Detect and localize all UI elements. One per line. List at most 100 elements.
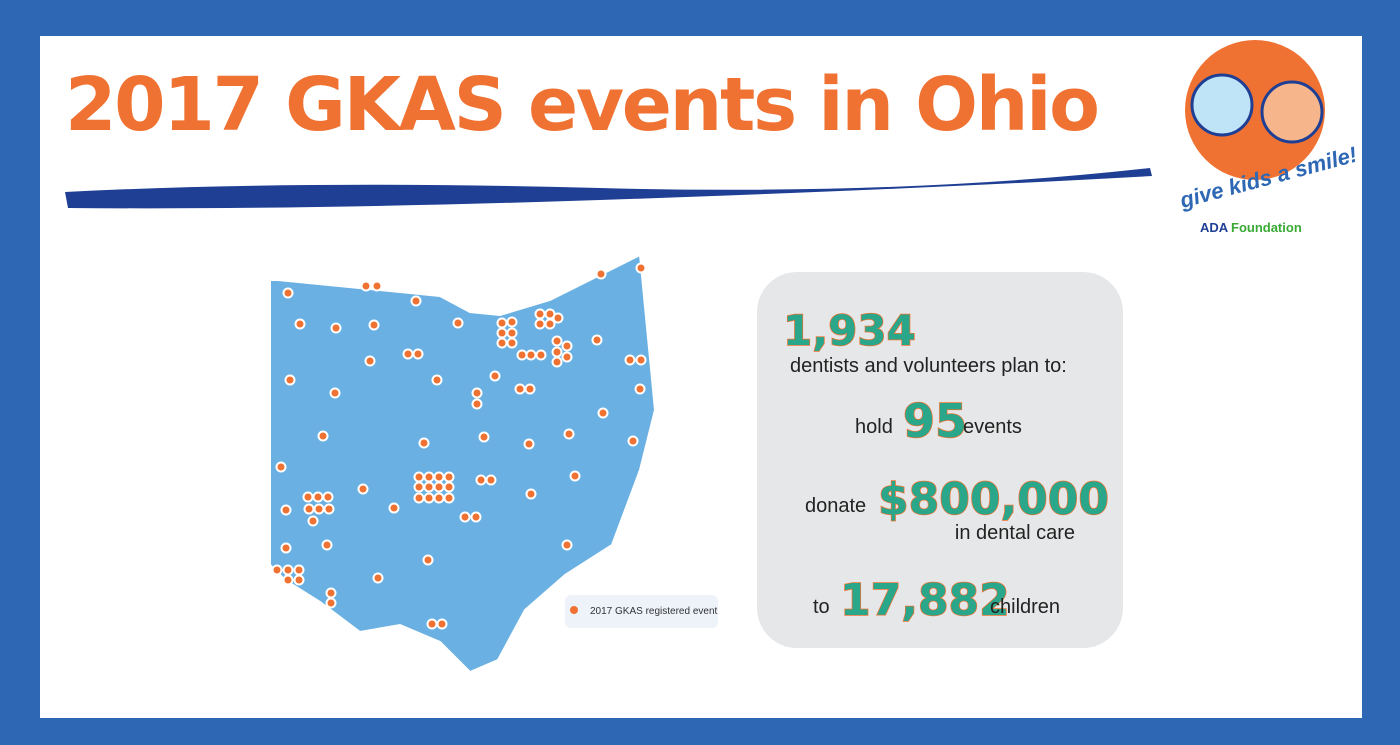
event-dot [423,471,435,483]
event-dot [275,461,287,473]
event-dot [471,387,483,399]
event-dot [302,491,314,503]
event-dot [561,351,573,363]
event-dot [321,539,333,551]
event-dot [271,564,283,576]
event-dot [635,354,647,366]
event-dot [433,471,445,483]
event-dot [422,554,434,566]
event-dot [624,354,636,366]
event-dot [595,268,607,280]
logo-org-name: Foundation [1231,220,1302,235]
event-dot [561,539,573,551]
event-dot [436,618,448,630]
ohio-map [269,253,657,674]
event-dot [459,511,471,523]
event-dot [478,431,490,443]
event-dot [325,587,337,599]
event-dot [443,471,455,483]
event-dot [423,492,435,504]
event-dot [431,374,443,386]
event-dot [561,340,573,352]
event-dot [525,349,537,361]
event-dot [534,308,546,320]
logo-face [1260,80,1324,144]
stat-number: $800,000 [878,474,1109,525]
event-dot [322,491,334,503]
event-dot [506,337,518,349]
event-dot [535,349,547,361]
event-dot [364,355,376,367]
event-dot [282,287,294,299]
stat-text: donate [805,495,866,517]
event-dot [388,502,400,514]
legend-dot [570,606,578,614]
event-dot [506,316,518,328]
event-dot [552,312,564,324]
event-dot [280,542,292,554]
event-dot [293,564,305,576]
event-dot [489,370,501,382]
event-dot [423,481,435,493]
event-dot [551,346,563,358]
event-dot [470,511,482,523]
event-dot [413,492,425,504]
event-dot [496,327,508,339]
event-dot [475,474,487,486]
legend-box [565,595,718,628]
stat-number: 1,934 [783,306,916,355]
event-dot [313,503,325,515]
event-dot [317,430,329,442]
event-dot [544,318,556,330]
event-dot [506,327,518,339]
event-dot [294,318,306,330]
event-dot [426,618,438,630]
stat-text: children [990,596,1060,618]
event-dot [634,383,646,395]
event-dot [516,349,528,361]
event-dot [360,280,372,292]
title: 2017 GKAS events in Ohio [65,62,1100,148]
stat-text: events [963,416,1022,438]
event-dot [443,492,455,504]
event-dot [284,374,296,386]
event-dot [303,503,315,515]
event-dot [551,356,563,368]
event-dot [357,483,369,495]
event-dot [293,574,305,586]
event-dot [635,262,647,274]
event-dot [282,574,294,586]
event-dot [485,474,497,486]
event-dot [418,437,430,449]
event-dot [443,481,455,493]
event-dot [282,564,294,576]
logo-org-prefix: ADA [1200,220,1229,235]
event-dot [433,481,445,493]
stat-text: to [813,596,830,618]
event-dot [591,334,603,346]
stat-number: 95 [903,394,967,448]
event-dot [525,488,537,500]
stat-number: 17,882 [840,575,1010,626]
event-dot [496,317,508,329]
stat-text: hold [855,416,893,438]
logo-face [1190,73,1254,137]
event-dot [402,348,414,360]
event-dot [524,383,536,395]
event-dot [368,319,380,331]
event-dot [410,295,422,307]
event-dot [323,503,335,515]
event-dot [514,383,526,395]
event-dot [330,322,342,334]
event-dot [412,348,424,360]
event-dot [280,504,292,516]
event-dot [413,481,425,493]
event-dot [372,572,384,584]
event-dot [597,407,609,419]
event-dot [534,318,546,330]
stat-text: dentists and volunteers plan to: [790,355,1067,377]
stats-box [757,272,1123,648]
event-dot [471,398,483,410]
